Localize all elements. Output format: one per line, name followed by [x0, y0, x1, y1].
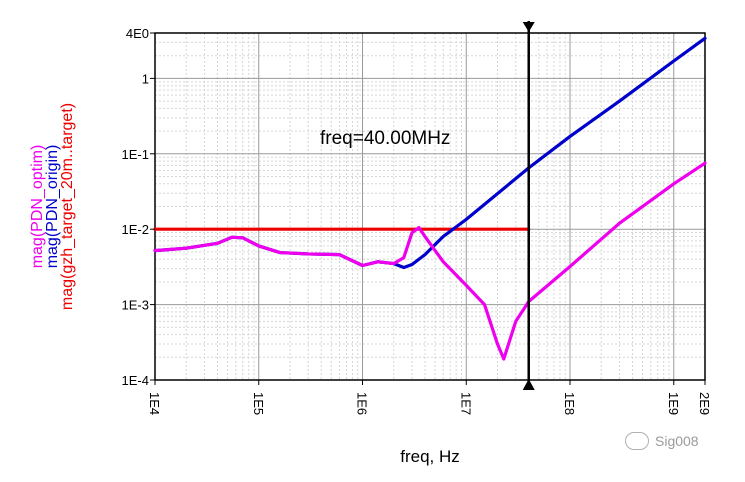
watermark-text: Sig008 [655, 433, 699, 449]
x-tick-label: 1E8 [562, 392, 577, 415]
y-tick-label: 1 [142, 71, 149, 86]
y-tick-label: 4E0 [126, 26, 149, 41]
x-tick-label: 1E6 [355, 392, 370, 415]
y-tick-label: 1E-2 [122, 222, 149, 237]
plot-frame [154, 32, 706, 381]
wechat-logo-icon [625, 432, 649, 450]
x-axis-label: freq, Hz [400, 447, 460, 466]
series-line-2 [153, 161, 707, 361]
y-axis-label-1: mag(PDN_origin) [44, 145, 61, 269]
watermark: Sig008 [625, 432, 699, 450]
series-line-1 [153, 36, 707, 270]
marker-top-triangle [522, 22, 535, 32]
marker-bottom-triangle [522, 379, 535, 390]
y-tick-label: 1E-3 [122, 298, 149, 313]
y-tick-label: 1E-4 [122, 373, 149, 388]
x-tick-label: 1E5 [251, 392, 266, 415]
x-tick-label: 1E7 [458, 392, 473, 415]
y-axis-label-2: mag(gzh_target_20m..target) [59, 103, 76, 310]
grid [154, 32, 706, 381]
marker-readout: freq=40.00MHz [320, 128, 450, 149]
x-tick-label: 1E9 [666, 392, 681, 415]
x-tick-label: 1E4 [147, 392, 162, 415]
y-axis-label-0: mag(PDN_optim) [29, 145, 46, 269]
y-tick-label: 1E-1 [122, 147, 149, 162]
x-tick-label: 2E9 [697, 392, 712, 415]
